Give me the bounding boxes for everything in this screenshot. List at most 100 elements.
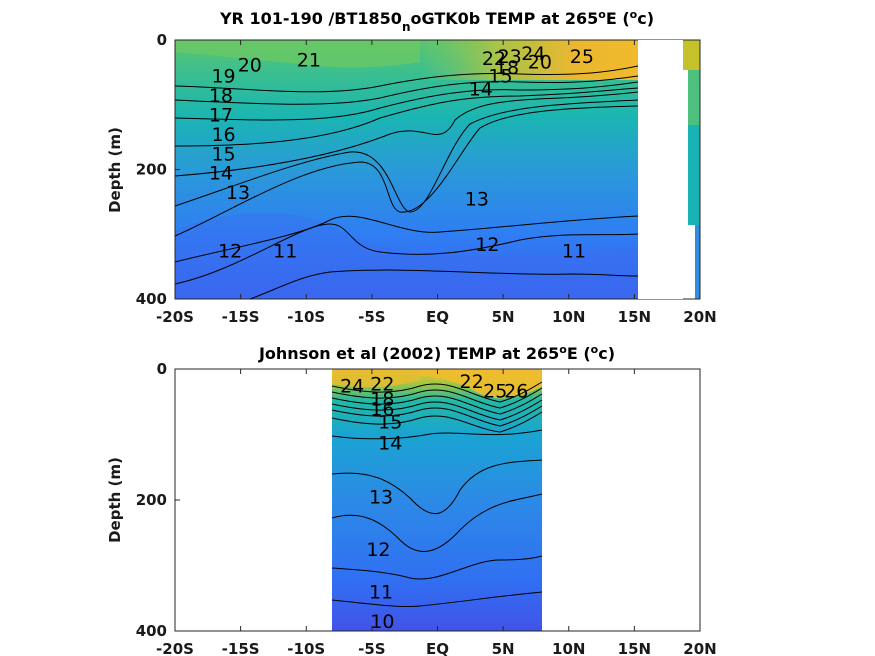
bottom-contour-label: 22 [370,373,394,395]
bottom-contour-label: 13 [369,487,393,509]
bottom-contour-label: 14 [378,432,402,454]
bottom-panel-title: Johnson et al (2002) TEMP at 265oE (oc) [258,343,615,364]
top-contour-line [174,87,639,147]
top-contour-label: 13 [226,182,250,204]
bottom-contour-label: 25 [483,381,507,403]
bottom-panel-field [332,369,542,631]
bottom-contour-label: 18 [370,388,394,410]
top-x-axis: -20S -15S -10S -5S EQ 5N 10N 15N 20N [156,40,717,326]
top-contour-label: 24 [521,43,545,65]
bottom-x-tick-label: 10N [552,640,585,656]
bottom-contour-line [331,459,543,515]
top-x-tick-label: -15S [222,308,260,326]
top-x-tick-label: 20N [683,308,716,326]
top-right-upper [688,70,700,125]
top-temperature-field [175,40,638,299]
top-contour-label: 17 [209,104,233,126]
bottom-contour-line [331,405,543,427]
top-contour-label: 22 [482,48,506,70]
bottom-y-axis-label: Depth (m) [106,457,124,543]
bottom-contour-line [331,493,543,552]
top-contour-label: 11 [273,240,297,262]
bottom-x-tick-label: -20S [156,640,194,656]
top-panel-title: YR 101-190 /BT1850noGTK0b TEMP at 265oE … [219,8,654,35]
top-x-tick-label: 15N [618,308,651,326]
bottom-contour-label: 22 [460,371,484,393]
top-contour-label: 15 [488,66,512,88]
top-x-tick-label: 5N [492,308,515,326]
top-contour-label: 14 [209,163,233,185]
top-panel: YR 101-190 /BT1850noGTK0b TEMP at 265oE … [106,8,717,327]
bottom-x-tick-label: -15S [222,640,260,656]
top-right-mid [688,125,700,225]
bottom-contour-line [331,381,543,403]
top-contour-lines [174,65,639,300]
top-x-tick-label: -10S [287,308,325,326]
top-contour-line [174,215,639,263]
top-contour-line [174,99,639,213]
bottom-x-tick-label: 5N [492,640,515,656]
top-contour-label: 11 [562,240,586,262]
top-contour-label: 16 [211,124,235,146]
top-right-surface [683,40,700,70]
bottom-contour-label: 16 [370,398,394,420]
bottom-warm-surface [420,369,542,399]
bottom-contour-line [331,591,543,608]
top-contour-label: 13 [465,189,489,211]
top-contour-label: 18 [495,57,519,79]
top-warm-surface-pool [420,40,638,80]
top-contour-line [174,65,639,93]
bottom-y-tick-label: 400 [136,622,167,640]
bottom-contour-line [331,411,543,433]
bottom-x-tick-label: -10S [287,640,325,656]
top-contour-label: 20 [528,51,552,73]
top-contour-label: 14 [469,79,493,101]
top-no-data-gap [638,40,683,299]
top-contour-label: 20 [238,55,262,77]
top-contour-line [249,269,639,300]
bottom-y-axis: 0 200 400 [136,360,180,640]
bottom-x-tick-label: 20N [683,640,716,656]
bottom-contour-label: 24 [340,375,364,397]
bottom-x-tick-label: EQ [426,640,449,656]
bottom-contour-line [331,399,543,421]
bottom-y-tick-label: 0 [157,360,167,378]
bottom-warm-surface-west [332,369,420,388]
bottom-x-tick-label: 15N [618,640,651,656]
top-contour-label: 12 [475,234,499,256]
top-x-tick-label: -5S [358,308,385,326]
bottom-x-tick-label: -5S [358,640,385,656]
bottom-contour-label: 10 [370,611,394,633]
top-y-tick-label: 400 [136,290,167,308]
bottom-contour-line [331,393,543,415]
bottom-contour-label: 12 [366,539,390,561]
top-contour-line [174,105,639,237]
top-contour-line [174,91,639,177]
top-y-tick-label: 0 [157,31,167,49]
top-y-axis: 0 200 400 [136,31,180,308]
top-contour-label: 15 [211,143,235,165]
top-contour-label: 23 [498,46,522,68]
top-contour-label: 25 [570,46,594,68]
top-right-deep [695,225,700,299]
top-contour-label: 18 [209,85,233,107]
top-contour-label: 19 [211,66,235,88]
bottom-x-axis: -20S -15S -10S -5S EQ 5N 10N 15N 20N [156,369,717,656]
top-x-tick-label: -20S [156,308,194,326]
top-y-axis-label: Depth (m) [106,127,124,213]
bottom-contour-label: 15 [378,411,402,433]
top-contour-line [174,223,639,285]
bottom-contour-label: 26 [504,381,528,403]
top-x-tick-label: EQ [426,308,449,326]
bottom-contour-line [331,429,543,440]
top-x-tick-label: 10N [552,308,585,326]
top-contour-line [174,81,639,121]
bottom-temperature-field [332,369,542,631]
top-panel-field [175,40,700,299]
top-y-tick-label: 200 [136,161,167,179]
bottom-contour-label: 11 [369,582,393,604]
